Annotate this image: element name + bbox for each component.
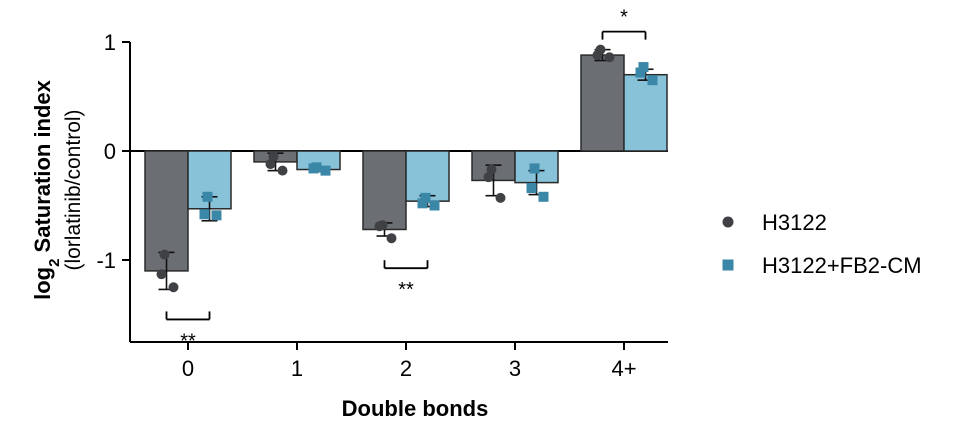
bar-h3122-fb2-cm (623, 73, 668, 152)
data-point-h3122 (374, 221, 385, 232)
y-axis-title-main: log (30, 267, 55, 300)
data-point-h3122-fb2-cm (320, 165, 331, 176)
y-axis-title: log2 Saturation index (30, 79, 63, 300)
data-point-h3122-fb2-cm (635, 67, 646, 78)
significance-label: * (620, 7, 628, 29)
data-point-h3122 (159, 249, 170, 260)
data-point-h3122-fb2-cm (417, 198, 428, 209)
significance-label: ** (398, 279, 414, 301)
data-point-h3122 (592, 50, 603, 61)
data-point-h3122-fb2-cm (529, 163, 540, 174)
data-point-h3122-fb2-cm (526, 183, 537, 194)
x-tick-label: 2 (400, 356, 412, 381)
data-point-h3122 (495, 192, 506, 203)
y-axis-subtitle: (lorlatinib/control) (62, 109, 85, 270)
plot-area: 10-10 1 2 3 4+***** (96, 7, 668, 381)
data-point-h3122-fb2-cm (429, 200, 440, 211)
data-point-h3122 (265, 159, 276, 170)
data-point-h3122 (386, 233, 397, 244)
legend: H3122 H3122+FB2-CM (722, 210, 922, 278)
y-axis-title-group: log2 Saturation index (lorlatinib/contro… (30, 79, 85, 300)
data-point-h3122 (486, 164, 497, 175)
x-axis-title: Double bonds (342, 396, 489, 421)
legend-label: H3122 (762, 210, 827, 235)
x-tick-label: 1 (291, 356, 303, 381)
x-tick-label: 4+ (611, 356, 636, 381)
data-point-h3122 (168, 282, 179, 293)
y-tick-label: -1 (96, 248, 116, 273)
y-axis-title-rest: Saturation index (30, 79, 55, 258)
data-point-h3122 (483, 172, 494, 183)
data-point-h3122-fb2-cm (647, 75, 658, 86)
data-point-h3122 (277, 165, 288, 176)
legend-marker-h3122 (722, 216, 734, 228)
data-point-h3122 (604, 52, 615, 63)
x-tick-label: 0 (182, 356, 194, 381)
bar-h3122 (362, 150, 407, 231)
significance-label: ** (180, 330, 196, 352)
legend-marker-h3122-fb2-cm (722, 259, 734, 271)
data-point-h3122 (268, 151, 279, 162)
data-point-h3122-fb2-cm (638, 62, 649, 73)
data-point-h3122-fb2-cm (308, 163, 319, 174)
data-point-h3122-fb2-cm (202, 191, 213, 202)
y-tick-label: 1 (104, 30, 116, 55)
data-point-h3122-fb2-cm (538, 191, 549, 202)
bar-h3122 (580, 54, 625, 152)
data-point-h3122-fb2-cm (211, 210, 222, 221)
data-point-h3122-fb2-cm (199, 209, 210, 220)
data-point-h3122 (156, 269, 167, 280)
y-axis-title-subscript: 2 (46, 259, 63, 267)
data-point-h3122-fb2-cm (420, 192, 431, 203)
x-tick-label: 3 (509, 356, 521, 381)
legend-label: H3122+FB2-CM (762, 253, 922, 278)
y-tick-label: 0 (104, 139, 116, 164)
